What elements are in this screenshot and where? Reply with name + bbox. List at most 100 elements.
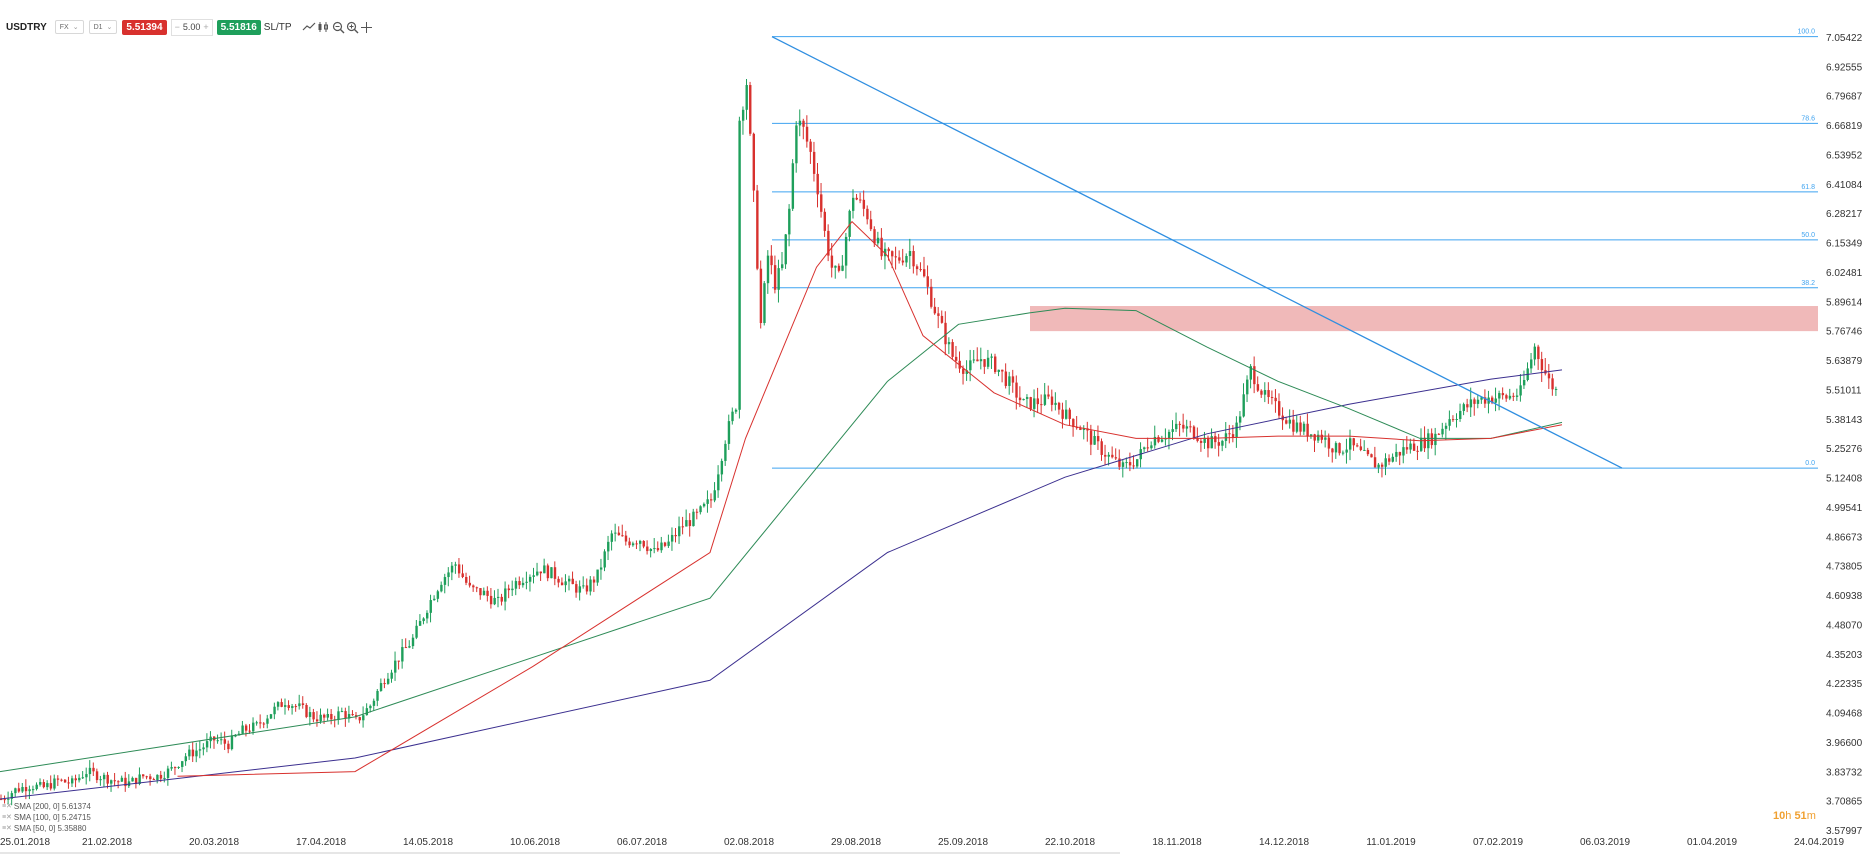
candle-body [1352,438,1355,446]
drag-handle-icon[interactable]: ≡ ✕ [2,825,12,832]
candle-body [820,194,823,212]
candle-body [1270,397,1274,399]
candle-body [1363,449,1366,451]
decrement-icon[interactable]: − [174,22,180,32]
candle-body [667,541,670,546]
market-select[interactable]: FX ⌄ [54,20,84,34]
candle-body [880,237,883,257]
candle-body [557,578,560,583]
candle-body [489,595,493,605]
candle-body [1455,418,1458,420]
interval-select[interactable]: D1 ⌄ [88,20,118,34]
candle-body [1437,433,1441,435]
candle-body [1547,373,1551,379]
crosshair-icon[interactable] [360,20,373,34]
candle-body [1160,439,1164,442]
candle-body [745,85,748,110]
candle-body [1132,465,1135,467]
candle-body [429,600,432,613]
fib-level-label: 100.0 [1797,29,1815,36]
y-tick-label: 5.25276 [1826,444,1863,455]
candle-body [930,286,933,307]
candle-body [660,542,663,551]
candle-body [614,532,617,534]
candle-body [330,714,333,720]
candle-body [248,730,251,732]
candle-body [1079,427,1082,430]
candle-body [252,722,255,732]
candle-body [1246,379,1249,395]
candle-body [42,782,45,788]
candle-body [972,359,976,361]
increment-icon[interactable]: + [203,22,209,32]
candle-body [1189,426,1192,428]
zoom-in-icon[interactable] [346,20,359,34]
candle-body [951,342,954,357]
zoom-out-icon[interactable] [332,20,345,34]
candle-body [255,722,258,724]
x-tick-label: 06.07.2018 [617,837,667,848]
candle-body [741,109,745,121]
candle-body [1515,395,1519,397]
y-tick-label: 5.51011 [1826,385,1862,396]
candle-body [759,268,763,324]
line-chart-icon[interactable] [302,20,316,34]
candle-body [266,718,269,724]
candle-body [954,356,958,361]
candle-body [1519,385,1522,396]
candle-body [1345,449,1348,453]
candle-body [390,672,393,679]
candles-icon[interactable] [317,20,331,34]
sell-button[interactable]: 5.51394 [122,19,167,35]
drag-handle-icon[interactable]: ≡ ✕ [2,803,12,810]
candle-body [1469,399,1473,408]
candle-body [816,173,819,195]
quantity-stepper[interactable]: −5.00 + [170,18,213,36]
sltp-button[interactable]: SL/TP [263,21,292,33]
candle-body [933,306,937,314]
market-value: FX [59,23,69,31]
candle-body [791,163,795,209]
candle-body [798,120,802,126]
candle-body [621,535,624,537]
candle-body [1423,437,1426,449]
fib-level-label: 38.2 [1801,280,1815,287]
candle-body [163,777,166,779]
candle-body [720,460,724,475]
candle-body [649,548,653,552]
candle-body [546,565,550,579]
legend-item-sma200[interactable]: ≡ ✕ SMA [200, 0] 5.61374 [2,801,91,812]
candle-body [1167,431,1171,439]
x-tick-label: 01.04.2019 [1687,837,1737,848]
x-tick-label: 24.04.2019 [1794,837,1844,848]
candle-body [1331,448,1334,453]
candle-body [528,576,532,582]
drag-handle-icon[interactable]: ≡ ✕ [2,814,12,821]
candle-body [518,581,521,586]
candle-body [106,774,109,784]
legend-item-sma50[interactable]: ≡ ✕ SMA [50, 0] 5.35880 [2,823,91,834]
candle-body [134,777,138,784]
candle-body [713,490,716,501]
candle-body [979,359,983,362]
candle-body [855,197,858,200]
candle-body [234,735,237,737]
candle-body [227,743,230,750]
legend-item-sma100[interactable]: ≡ ✕ SMA [100, 0] 5.24715 [2,812,91,823]
candle-body [31,789,35,791]
candle-body [788,208,791,235]
candle-body [837,265,841,271]
candle-body [1530,359,1533,369]
candle-body [308,712,312,717]
candle-body [710,499,713,501]
buy-button[interactable]: 5.51816 [216,19,261,35]
candle-body [60,779,63,781]
candle-body [436,591,440,599]
x-tick-label: 14.05.2018 [403,837,453,848]
candle-body [1313,434,1316,441]
candle-body [891,251,894,257]
candle-body [1238,416,1242,423]
candle-body [514,581,518,589]
candle-body [1327,437,1331,449]
